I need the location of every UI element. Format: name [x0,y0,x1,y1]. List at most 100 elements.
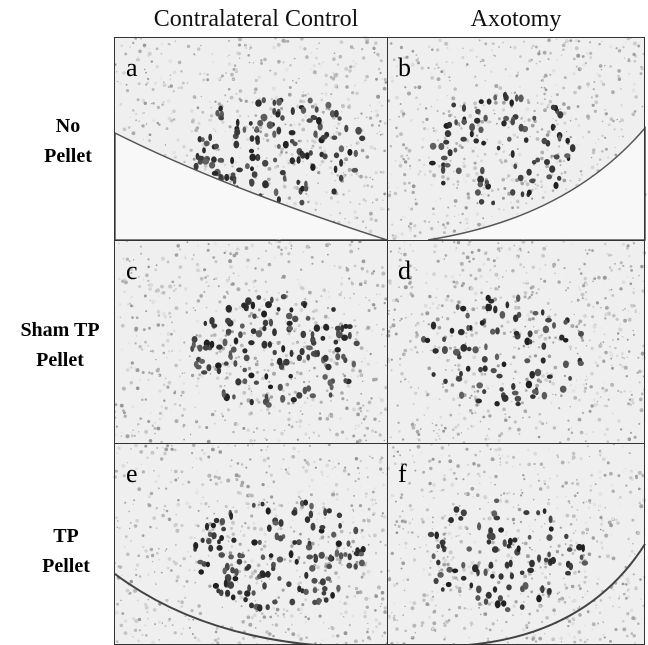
speckle [247,507,249,509]
speckle [462,213,464,215]
speckle [444,226,447,229]
speckle [264,369,266,371]
speckle [336,634,339,637]
speckle [264,133,268,137]
speckle [607,157,609,159]
speckle [543,280,546,283]
cell [233,576,239,581]
speckle [604,297,606,299]
speckle [602,530,604,532]
speckle [337,88,338,89]
speckle [332,635,335,638]
speckle [377,585,381,589]
speckle [487,139,488,140]
speckle [353,293,355,295]
speckle [573,58,576,61]
speckle [614,263,616,265]
speckle [580,457,583,460]
cell [252,171,258,178]
speckle [167,332,171,336]
speckle [241,481,245,485]
speckle [192,633,194,635]
cell [299,200,304,206]
speckle [422,520,425,523]
speckle [180,86,183,89]
cell [262,180,269,188]
speckle [316,565,320,569]
speckle [416,322,419,325]
speckle [211,413,215,417]
speckle [461,432,462,433]
speckle [178,276,181,279]
speckle [614,128,616,130]
speckle [117,520,118,521]
speckle [502,108,505,111]
speckle [508,127,510,129]
speckle [578,399,581,402]
speckle [403,580,404,581]
speckle [404,216,406,218]
speckle [632,53,635,56]
speckle [367,570,371,574]
speckle [561,461,565,465]
speckle [160,77,162,79]
speckle [307,93,309,95]
speckle [251,391,252,392]
speckle [284,246,287,249]
speckle [453,472,456,475]
speckle [380,59,383,62]
cell [495,600,501,608]
cell [474,118,480,124]
speckle [598,356,601,359]
speckle [250,44,252,46]
speckle [132,42,134,44]
cell [212,171,218,176]
cell [533,311,539,316]
speckle [365,200,367,202]
cell [293,142,298,147]
speckle [581,174,582,175]
speckle [273,406,275,408]
speckle [168,117,172,121]
speckle [147,345,149,347]
speckle [285,354,288,357]
speckle [623,471,625,473]
cell [491,510,497,517]
speckle [184,287,187,290]
speckle [557,456,559,458]
speckle [198,334,202,338]
cell [296,539,302,545]
speckle [402,438,404,440]
cell [355,547,359,553]
speckle [232,139,233,140]
cell [252,590,256,596]
speckle [528,296,531,299]
speckle [374,307,377,310]
speckle [158,621,161,624]
speckle [588,552,592,556]
cell [322,586,328,592]
speckle [513,336,515,338]
speckle [299,637,303,641]
cell [493,95,497,101]
speckle [297,279,298,280]
speckle [437,566,440,569]
speckle [443,622,445,624]
speckle [577,299,580,302]
speckle [538,480,540,482]
speckle [587,639,589,641]
cell [518,95,523,103]
speckle [594,100,598,104]
speckle [453,230,456,233]
cell [498,527,504,532]
speckle [208,285,210,287]
speckle [409,229,412,232]
speckle [346,399,348,401]
speckle [638,488,641,491]
speckle [380,571,382,573]
cell [216,588,220,593]
speckle [197,638,201,642]
speckle [194,582,196,584]
speckle [633,241,635,243]
